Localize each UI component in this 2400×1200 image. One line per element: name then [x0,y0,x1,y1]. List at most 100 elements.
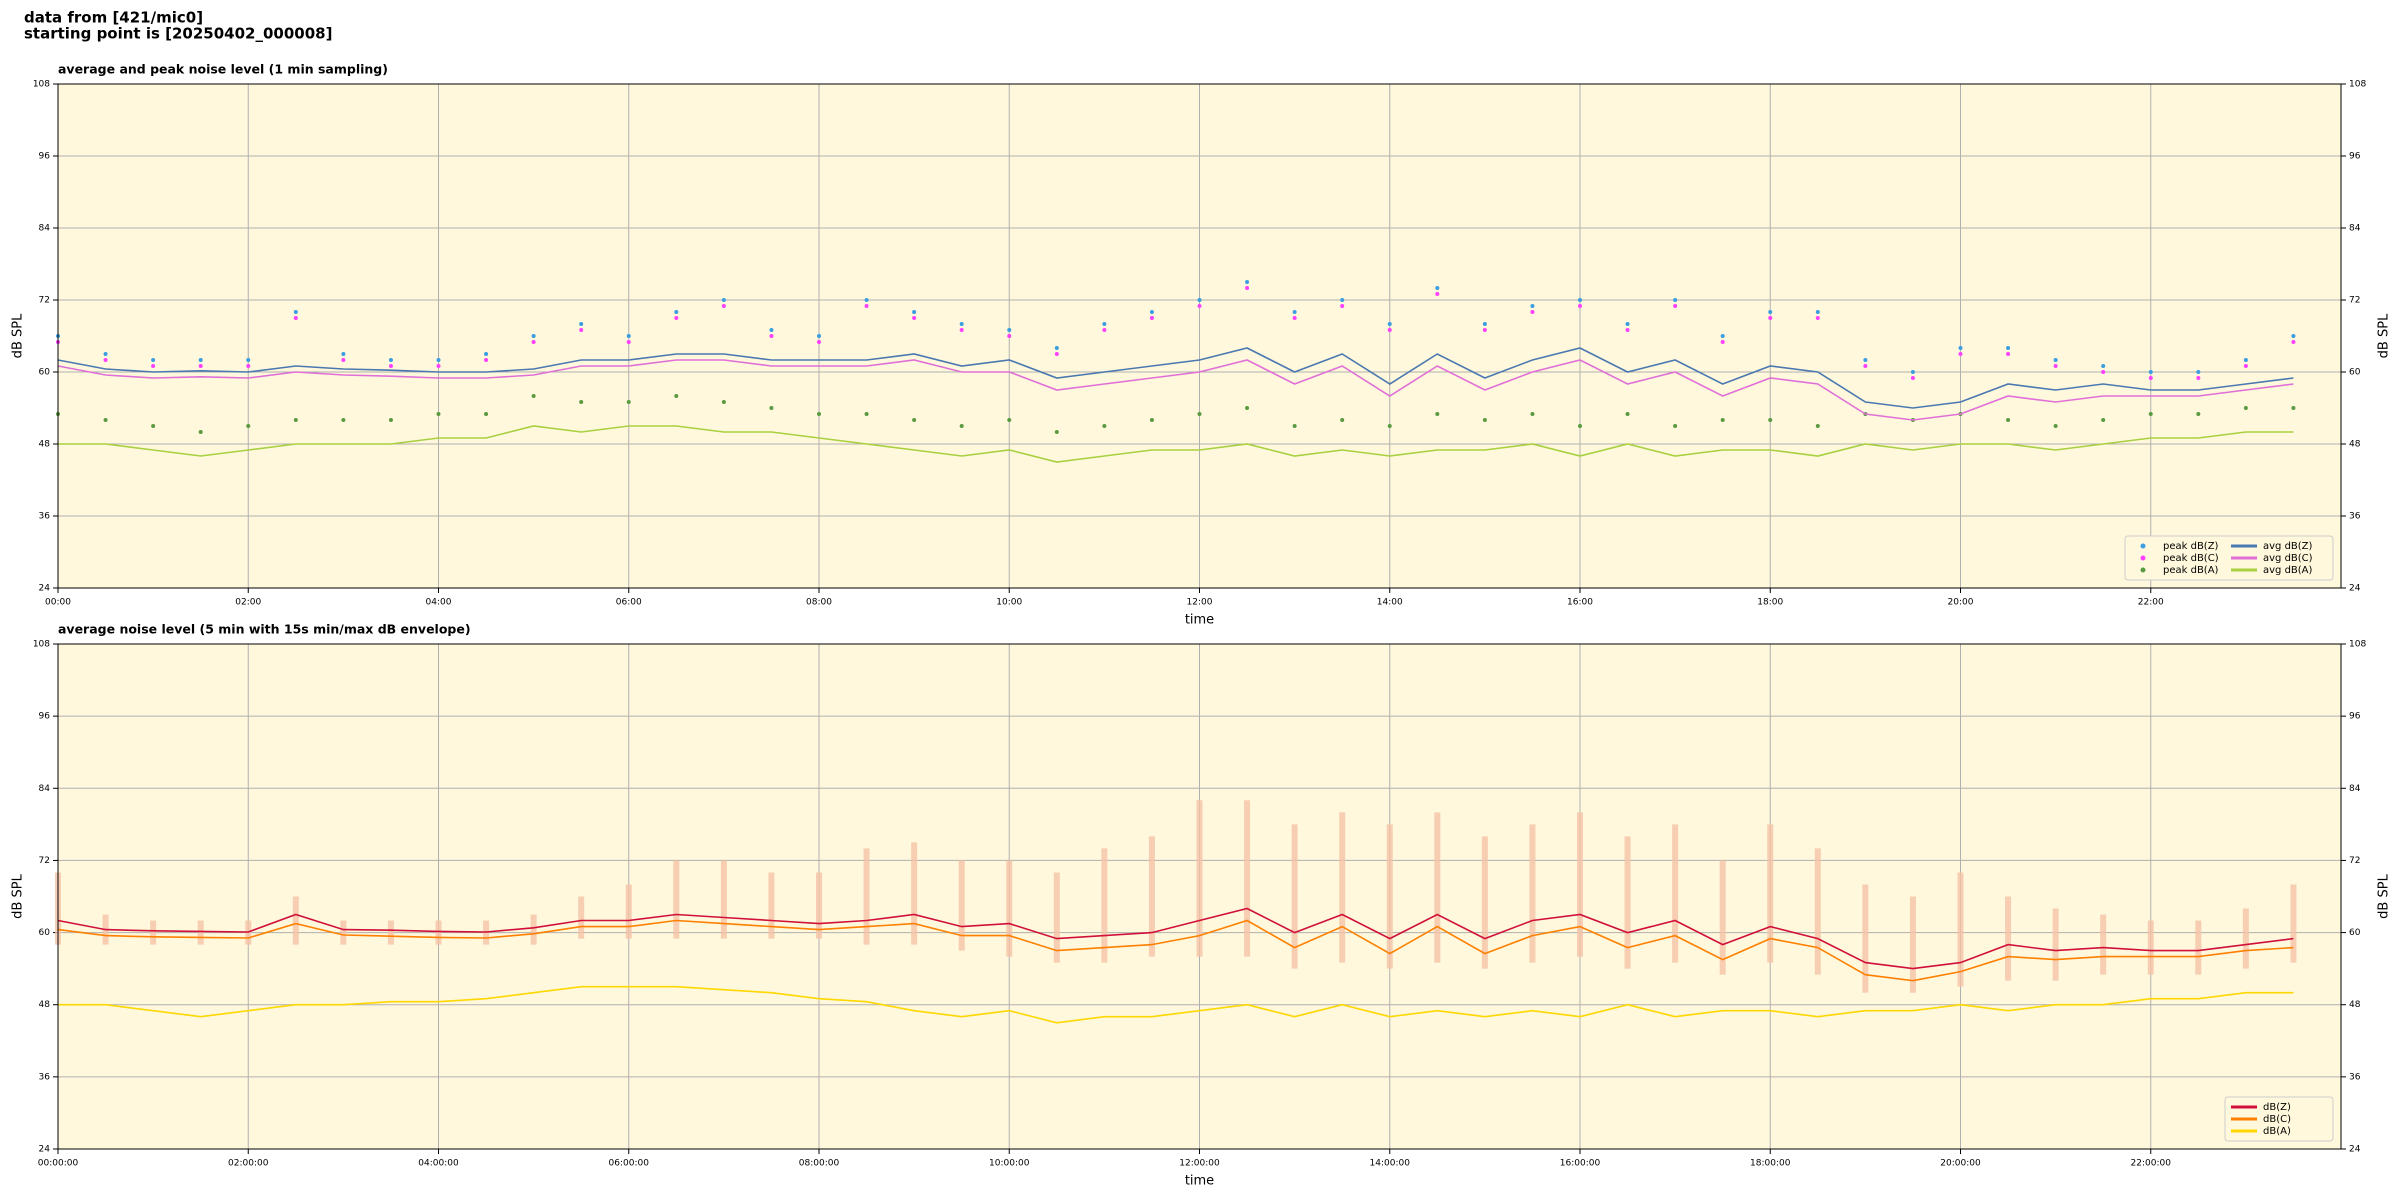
legend-label: dB(A) [2263,1126,2291,1137]
peak-point [1625,328,1630,332]
peak-point [1720,418,1725,422]
peak-point [1768,310,1773,314]
y-tick-label-right: 36 [2349,1072,2361,1082]
peak-point [2148,376,2153,380]
series-line [57,907,2294,970]
peak-point [674,316,679,320]
y-tick-label: 48 [39,1000,51,1010]
peak-point [579,328,584,332]
x-tick-label: 22:00:00 [2131,1159,2172,1169]
y-tick-label-right: 84 [2349,224,2361,234]
peak-point [1435,412,1440,416]
y-tick-label-right: 72 [2349,856,2360,866]
chart-subtitle: average noise level (5 min with 15s min/… [58,622,471,637]
y-tick-label: 24 [39,584,51,594]
peak-point [1102,322,1107,326]
peak-point [1578,298,1582,302]
peak-point [1673,298,1678,302]
peak-point [1815,310,1820,314]
y-tick-label: 84 [39,784,51,794]
legend: dB(Z)dB(C)dB(A) [2224,1096,2334,1142]
peak-point [864,304,869,308]
plot-frame [57,83,2342,589]
y-tick-label: 36 [39,512,51,522]
peak-point [2006,346,2011,350]
peak-point [341,352,346,356]
y-axis-label-right: dB SPL [2377,313,2392,358]
series-line [57,919,2294,982]
y-tick-label-right: 24 [2349,1145,2361,1155]
peak-point [531,394,536,398]
peak-point [959,322,964,326]
y-tick-label: 84 [39,224,51,234]
x-tick-label: 12:00:00 [1179,1159,1220,1169]
x-tick-label: 20:00 [1948,598,1974,608]
x-tick-label: 04:00 [426,598,452,608]
header-line: data from [421/mic0] [24,9,203,27]
peak-point [1245,280,1250,284]
chart-panel: average noise level (5 min with 15s min/… [11,622,2392,1189]
peak-point [198,430,203,434]
x-tick-label: 10:00:00 [989,1159,1030,1169]
peak-point [1815,316,1820,320]
peak-point [1197,304,1202,308]
x-tick-label: 14:00 [1377,598,1403,608]
peak-point [1435,286,1440,290]
legend-label: avg dB(C) [2263,553,2313,564]
y-tick-label-right: 96 [2349,712,2361,722]
peak-point [912,310,917,314]
y-tick-label: 36 [39,1072,51,1082]
peak-point [198,358,203,362]
peak-point [864,298,869,302]
peak-point [1149,310,1154,314]
peak-point [1435,292,1440,296]
legend-box [2124,535,2334,581]
legend-label: peak dB(A) [2163,565,2219,576]
peak-point [1768,418,1773,422]
peak-point [103,358,108,362]
peak-point [2053,364,2058,368]
peak-point [436,364,441,368]
x-tick-label: 04:00:00 [418,1159,459,1169]
peak-point [1149,316,1154,320]
legend-marker [2140,555,2146,561]
peak-point [103,418,108,422]
peak-point [388,358,393,362]
peak-point [1245,406,1250,410]
y-tick-label-right: 96 [2349,152,2361,162]
y-axis-label-right: dB SPL [2377,873,2392,918]
peak-point [579,322,584,326]
y-tick-label: 48 [39,440,51,450]
peak-point [2006,352,2011,356]
x-tick-label: 06:00 [616,598,642,608]
y-tick-label: 72 [39,296,50,306]
peak-point [151,424,156,428]
y-tick-label-right: 36 [2349,512,2361,522]
series-line [57,359,2294,421]
peak-point [721,400,726,404]
peak-point [959,424,964,428]
peak-point [1673,424,1678,428]
legend-label: avg dB(A) [2263,565,2313,576]
legend-label: dB(Z) [2263,1102,2291,1113]
header-line: starting point is [20250402_000008] [24,25,332,43]
peak-point [1054,430,1059,434]
y-tick-label: 72 [39,856,50,866]
peak-point [817,334,821,338]
y-tick-label-right: 72 [2349,296,2360,306]
x-tick-label: 08:00:00 [799,1159,840,1169]
y-tick-label: 60 [39,928,51,938]
peak-point [1673,304,1678,308]
chart-panel: average and peak noise level (1 min samp… [11,62,2392,628]
y-axis-label: dB SPL [11,873,26,918]
peak-point [2291,406,2296,410]
y-tick-label: 60 [39,368,51,378]
peak-point [864,412,869,416]
legend-label: dB(C) [2263,1114,2291,1125]
peak-point [912,316,917,320]
peak-point [246,364,251,368]
x-tick-label: 14:00:00 [1370,1159,1411,1169]
peak-point [436,358,441,362]
peak-point [2053,358,2058,362]
peak-point [721,298,726,302]
